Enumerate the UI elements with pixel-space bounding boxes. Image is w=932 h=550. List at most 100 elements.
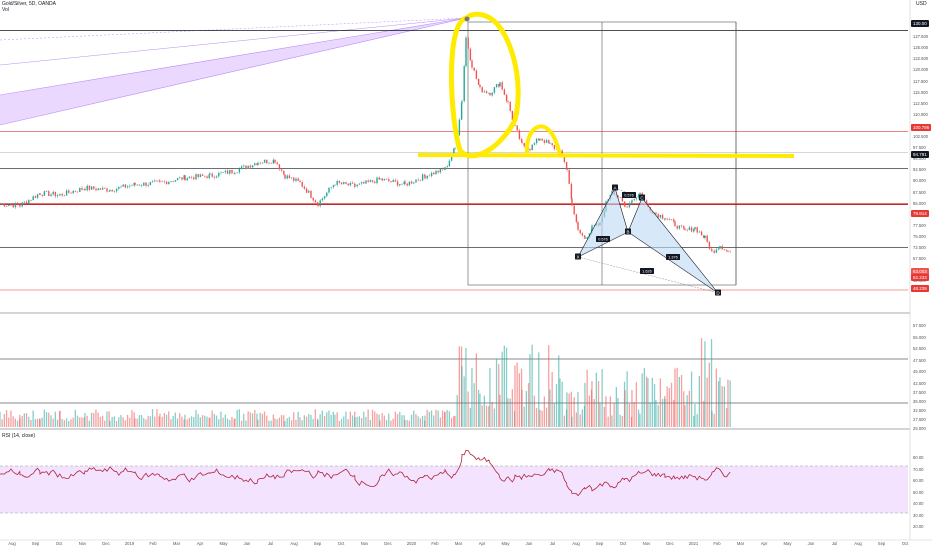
candle	[65, 190, 68, 196]
volume-bar	[249, 412, 251, 427]
volume-bar	[286, 418, 288, 427]
pattern-point-label: B	[626, 230, 629, 235]
price-axis-tick: 125.000	[913, 45, 929, 51]
volume-bar	[586, 369, 588, 427]
candle	[86, 185, 88, 191]
price-axis-tick: 67.500	[913, 256, 926, 262]
volume-bar	[288, 416, 290, 427]
candle	[503, 89, 506, 95]
price-tag: 62.233	[911, 274, 929, 281]
candle	[199, 174, 202, 177]
candle	[136, 184, 138, 186]
candle	[545, 140, 548, 143]
volume-bar	[240, 420, 243, 427]
candle	[657, 214, 659, 218]
volume-bar	[305, 416, 308, 427]
candle	[115, 188, 118, 192]
volume-bar	[208, 417, 210, 427]
candle	[140, 185, 143, 187]
volume-bar	[523, 406, 525, 427]
volume-bar	[215, 415, 218, 427]
volume-bar	[533, 395, 535, 427]
rsi-band	[0, 466, 908, 513]
candle	[378, 177, 380, 180]
candle	[710, 248, 713, 251]
candle	[190, 176, 193, 178]
candle	[518, 130, 521, 139]
volume-bar	[399, 411, 401, 427]
volume-bar	[710, 339, 713, 427]
candle	[485, 91, 488, 94]
candle	[631, 200, 633, 203]
volume-bar	[566, 392, 568, 427]
volume-bar	[514, 365, 516, 427]
volume-bar	[581, 409, 583, 427]
volume-bar	[379, 420, 381, 427]
volume-bar	[626, 371, 628, 427]
volume-bar	[354, 417, 356, 427]
candle	[131, 185, 133, 187]
volume-bar	[655, 400, 657, 427]
candle	[670, 219, 673, 220]
candle	[3, 204, 6, 207]
candle	[461, 101, 463, 103]
volume-bar	[308, 414, 310, 427]
volume-bar	[363, 411, 365, 427]
candle	[301, 182, 303, 187]
candle	[435, 170, 437, 175]
volume-bar	[190, 416, 193, 427]
volume-bar	[541, 410, 543, 427]
pattern-ratio-label: 1.376	[668, 256, 678, 260]
highlight-arc	[524, 124, 562, 156]
volume-bar	[396, 413, 399, 427]
volume-bar	[570, 391, 572, 427]
volume-bar	[503, 345, 505, 427]
volume-bar	[140, 414, 143, 427]
candle	[312, 197, 314, 201]
currency-label: USD	[916, 1, 927, 7]
volume-bar	[188, 417, 190, 427]
volume-bar	[251, 413, 254, 427]
volume-bar	[245, 420, 247, 427]
candle	[101, 187, 104, 190]
candle	[543, 140, 546, 143]
volume-bar	[201, 415, 204, 427]
rsi-axis-tick: 70.00	[913, 466, 924, 472]
candle	[428, 175, 431, 177]
price-axis-tick: 122.500	[913, 56, 929, 62]
volume-bar	[603, 406, 605, 427]
time-axis-label: Aug	[572, 541, 580, 546]
volume-bar	[475, 353, 477, 427]
candle	[345, 182, 347, 184]
candle	[332, 185, 335, 188]
volume-bar	[0, 411, 1, 427]
candle	[97, 188, 99, 191]
candle	[193, 177, 195, 180]
pattern-point-x	[575, 253, 581, 260]
candle	[568, 169, 570, 184]
candle	[704, 235, 706, 238]
candle	[659, 214, 662, 218]
candle	[549, 143, 551, 144]
volume-bar	[332, 411, 334, 427]
volume-bar	[651, 377, 653, 427]
candle	[446, 166, 448, 168]
time-axis-label: Jun	[807, 541, 815, 546]
volume-bar	[698, 375, 700, 427]
candle	[553, 145, 556, 150]
candle	[336, 180, 338, 185]
candle	[81, 187, 83, 190]
volume-bar	[584, 382, 586, 427]
volume-bar	[247, 411, 249, 427]
volume-bar	[136, 418, 138, 427]
volume-bar	[369, 420, 371, 427]
candle	[404, 181, 406, 184]
volume-bar	[336, 412, 338, 427]
volume-bar	[693, 416, 695, 427]
pattern-point-d	[715, 289, 721, 296]
volume-bar	[41, 417, 43, 427]
candle	[122, 184, 124, 187]
highlight-circle	[449, 11, 521, 159]
candle	[316, 202, 319, 205]
